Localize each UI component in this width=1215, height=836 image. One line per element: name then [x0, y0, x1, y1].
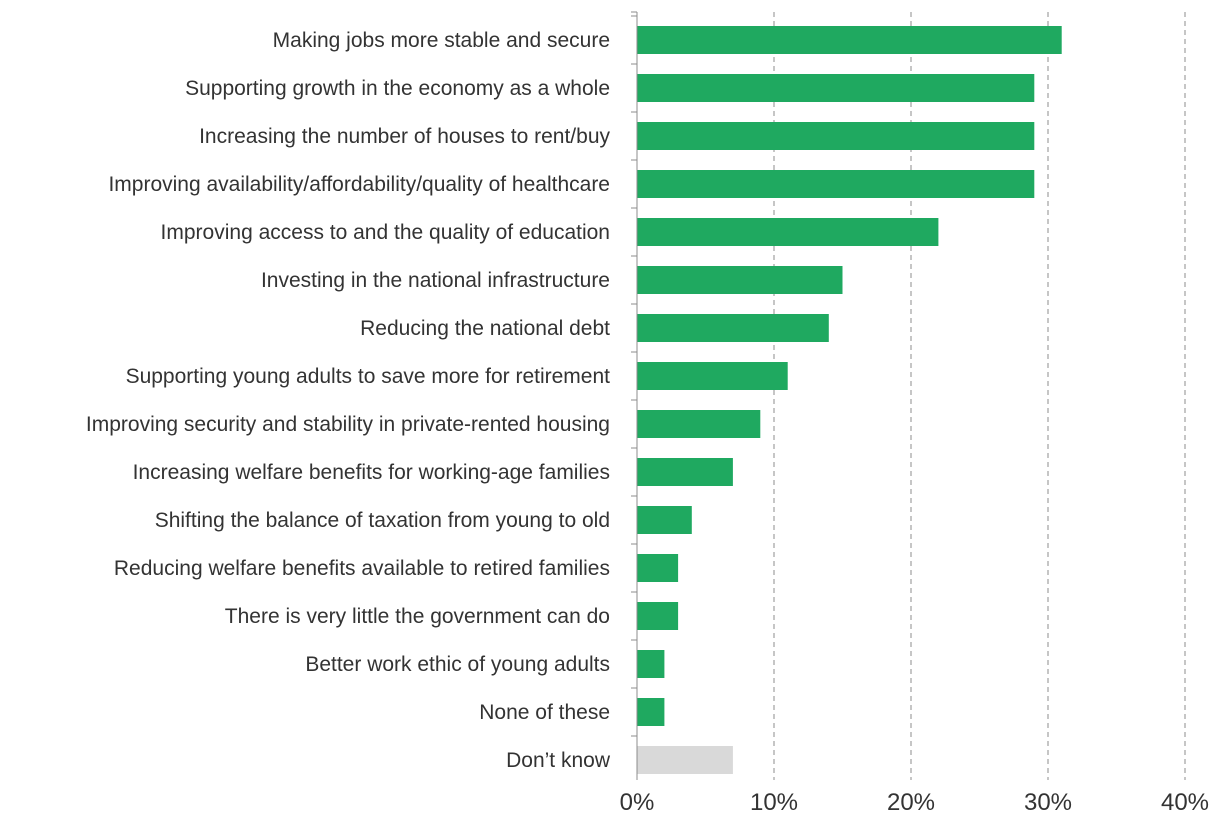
- category-label: None of these: [479, 701, 610, 724]
- x-tick-label: 20%: [887, 789, 935, 816]
- category-label: Reducing welfare benefits available to r…: [114, 557, 610, 580]
- bar: [637, 698, 665, 726]
- category-label: Better work ethic of young adults: [305, 653, 610, 676]
- bar: [637, 74, 1035, 102]
- category-label: Supporting young adults to save more for…: [126, 365, 611, 388]
- category-label: Don’t know: [506, 749, 611, 772]
- bar: [637, 218, 939, 246]
- bar: [637, 458, 733, 486]
- x-tick-label: 0%: [620, 789, 655, 816]
- bar: [637, 314, 829, 342]
- bars: [637, 26, 1062, 774]
- x-tick-label: 40%: [1161, 789, 1209, 816]
- category-label: Supporting growth in the economy as a wh…: [185, 77, 610, 100]
- category-label: Reducing the national debt: [360, 317, 610, 340]
- x-tick-label: 10%: [750, 789, 798, 816]
- bar: [637, 746, 733, 774]
- category-label: Increasing welfare benefits for working-…: [133, 461, 610, 484]
- bar: [637, 26, 1062, 54]
- category-label: Shifting the balance of taxation from yo…: [155, 509, 610, 532]
- bar: [637, 362, 788, 390]
- category-label: Making jobs more stable and secure: [273, 29, 610, 52]
- category-label: Increasing the number of houses to rent/…: [199, 125, 610, 148]
- bar: [637, 602, 679, 630]
- x-tick-labels: 0% 10% 20% 30% 40%: [620, 789, 1209, 816]
- category-label: Investing in the national infrastructure: [261, 269, 610, 292]
- bar: [637, 650, 665, 678]
- bar: [637, 506, 692, 534]
- bar: [637, 266, 843, 294]
- category-labels: Making jobs more stable and secure Suppor…: [86, 29, 611, 772]
- y-axis: [631, 11, 638, 780]
- category-label: Improving availability/affordability/qua…: [108, 173, 610, 196]
- bar: [637, 410, 761, 438]
- category-label: There is very little the government can …: [225, 605, 610, 628]
- bar: [637, 170, 1035, 198]
- bar: [637, 122, 1035, 150]
- x-tick-label: 30%: [1024, 789, 1072, 816]
- category-label: Improving security and stability in priv…: [86, 413, 610, 436]
- bar: [637, 554, 679, 582]
- category-label: Improving access to and the quality of e…: [161, 221, 610, 244]
